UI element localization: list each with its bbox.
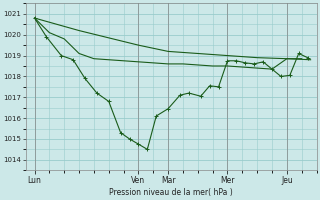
X-axis label: Pression niveau de la mer( hPa ): Pression niveau de la mer( hPa ) (109, 188, 233, 197)
